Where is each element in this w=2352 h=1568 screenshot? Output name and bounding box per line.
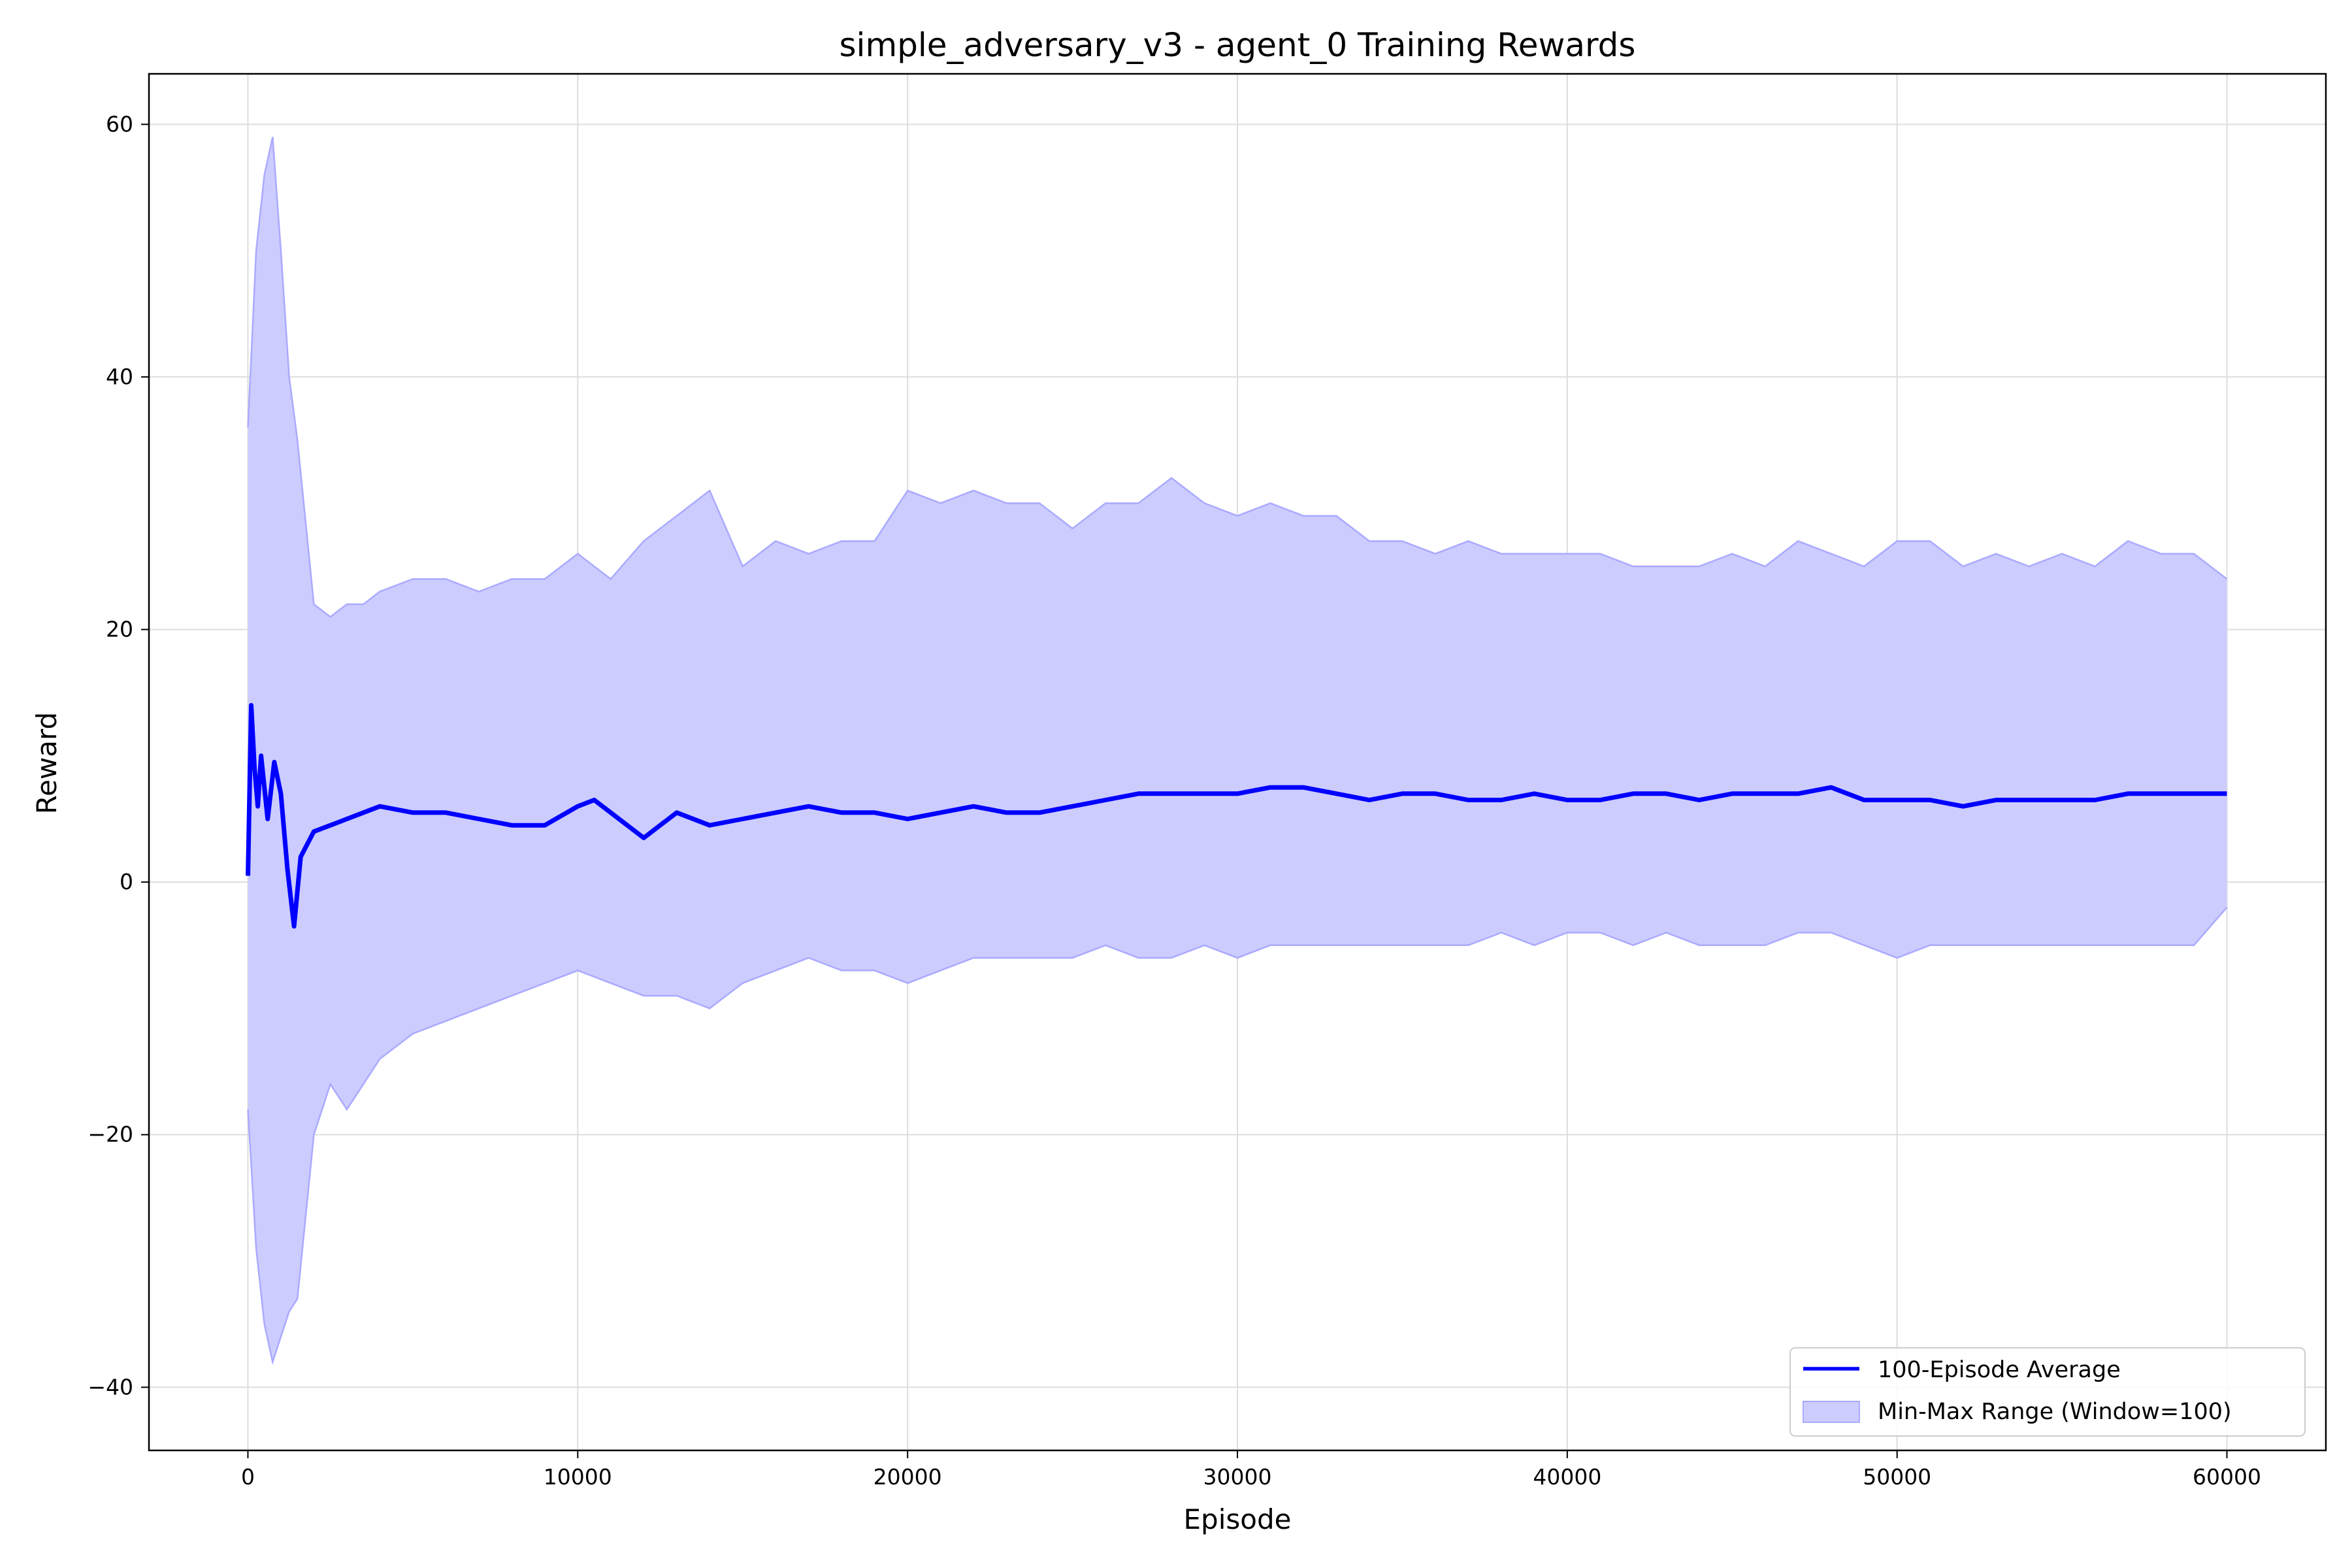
legend: 100-Episode Average Min-Max Range (Windo… — [1789, 1347, 2306, 1437]
range-min-edge — [247, 906, 2228, 1365]
x-tick-label: 50000 — [1863, 1464, 1931, 1490]
min-max-range-area — [248, 137, 2227, 1362]
y-tick-label: 40 — [106, 364, 133, 389]
y-tick-label: 0 — [120, 869, 133, 894]
x-tick-label: 10000 — [544, 1464, 612, 1490]
x-axis-label: Episode — [1184, 1503, 1292, 1535]
legend-range-label: Min-Max Range (Window=100) — [1878, 1399, 2232, 1425]
average-line-layer — [246, 703, 2227, 929]
y-tick-label: −20 — [88, 1122, 133, 1147]
legend-range-swatch — [1803, 1401, 1860, 1423]
x-tick-label: 60000 — [2193, 1464, 2261, 1490]
x-tick-label: 40000 — [1533, 1464, 1601, 1490]
legend-average-label: 100-Episode Average — [1878, 1357, 2121, 1383]
y-tick-label: 60 — [106, 111, 133, 137]
y-axis-label: Reward — [31, 712, 63, 814]
x-tick-label: 20000 — [874, 1464, 942, 1490]
y-tick-label: −40 — [88, 1374, 133, 1399]
min-max-range-band — [247, 137, 2228, 1365]
x-tick-label: 30000 — [1203, 1464, 1272, 1490]
average-line — [246, 703, 2227, 929]
chart-title: simple_adversary_v3 - agent_0 Training R… — [840, 26, 1636, 64]
y-axis-ticks: −40 −20 0 20 40 60 — [88, 111, 149, 1399]
x-tick-label: 0 — [241, 1464, 255, 1490]
x-axis-ticks: 0 10000 20000 30000 40000 50000 60000 — [241, 1450, 2261, 1490]
y-tick-label: 20 — [106, 617, 133, 642]
range-max-edge — [247, 137, 2228, 618]
legend-box — [1789, 1347, 2306, 1437]
